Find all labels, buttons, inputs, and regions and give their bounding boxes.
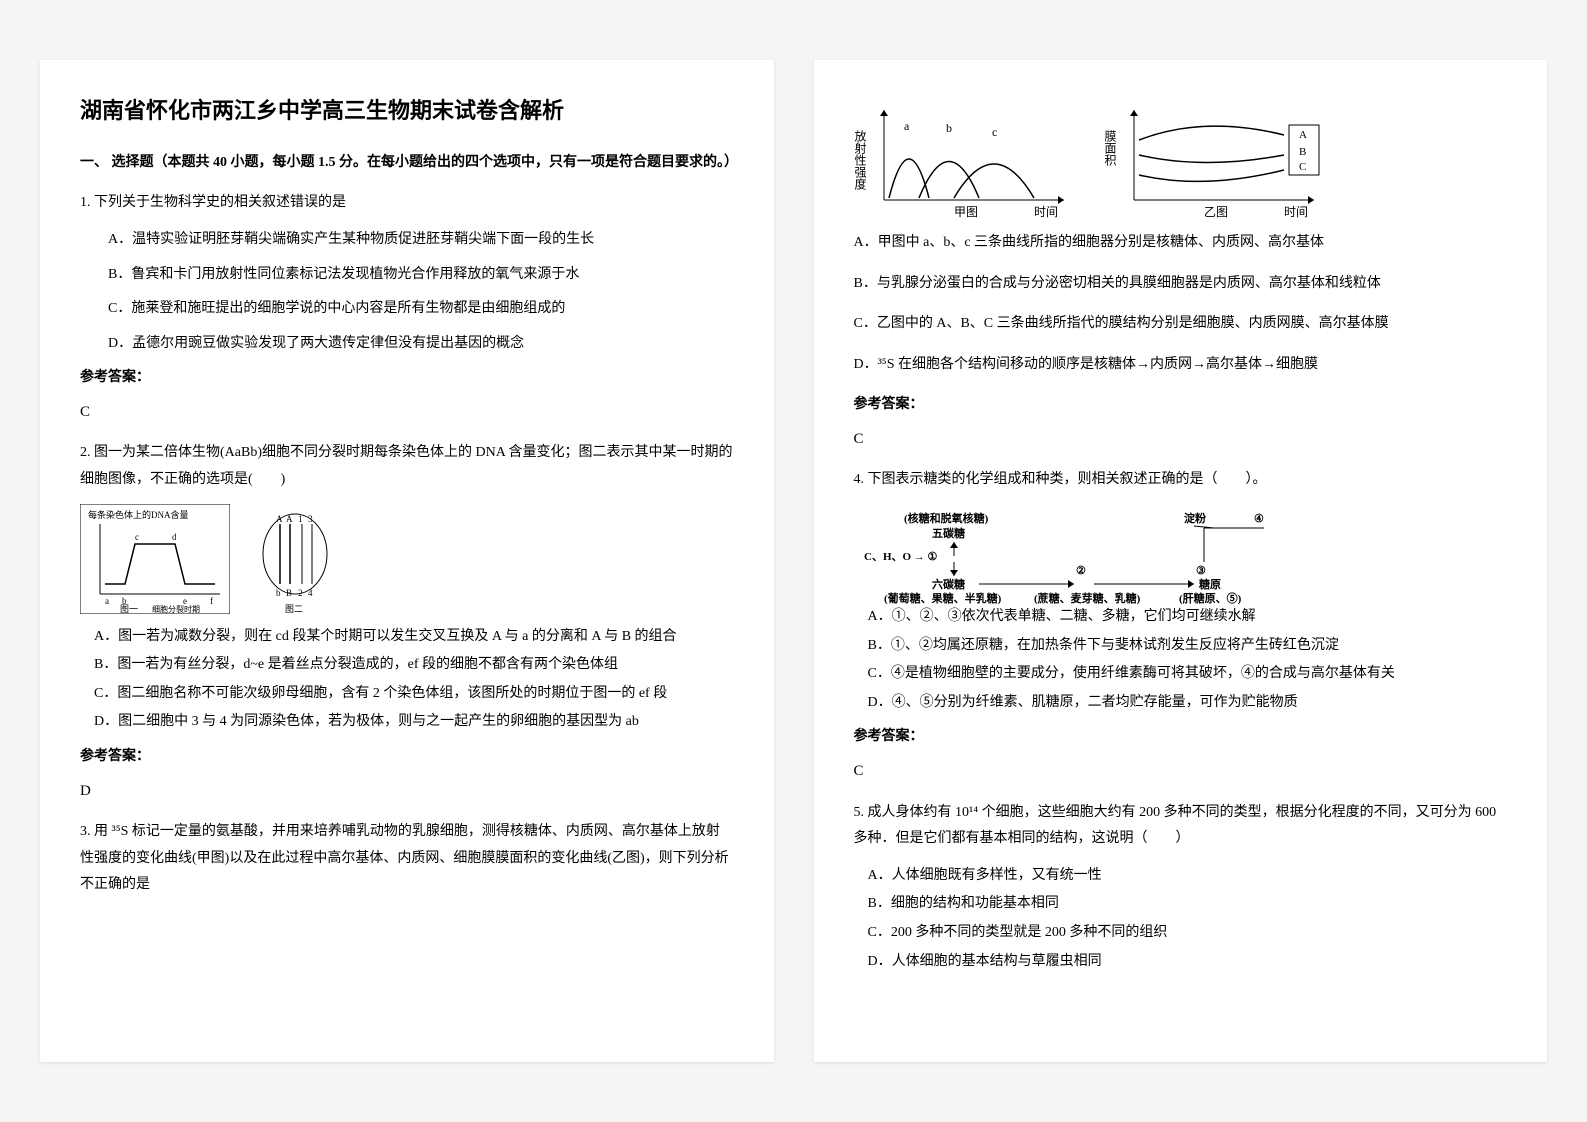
- svg-text:(葡萄糖、果糖、半乳糖): (葡萄糖、果糖、半乳糖): [884, 591, 1002, 604]
- q2-figures: 每条染色体上的DNA含量 a b c d e f 图一 细胞分裂时期: [80, 504, 734, 614]
- svg-text:糖原: 糖原: [1199, 577, 1221, 591]
- q4-option-b: B．①、②均属还原糖，在加热条件下与斐林试剂发生反应将产生砖红色沉淀: [854, 633, 1508, 660]
- q4-answer: C: [854, 757, 1508, 786]
- q1-option-c: C．施莱登和施旺提出的细胞学说的中心内容是所有生物都是由细胞组成的: [80, 296, 734, 323]
- q4-stem: 4. 下图表示糖类的化学组成和种类，则相关叙述正确的是（ ）。: [854, 467, 1508, 494]
- svg-text:淀粉: 淀粉: [1184, 511, 1206, 525]
- question-1: 1. 下列关于生物科学史的相关叙述错误的是 A．温特实验证明胚芽鞘尖端确实产生某…: [80, 190, 734, 426]
- svg-text:a: a: [904, 119, 910, 133]
- q2-option-a: A．图一若为减数分裂，则在 cd 段某个时期可以发生交叉互换及 A 与 a 的分…: [80, 624, 734, 651]
- svg-text:B: B: [286, 588, 292, 598]
- svg-text:4: 4: [308, 588, 313, 598]
- svg-text:③: ③: [1196, 565, 1206, 577]
- q5-stem: 5. 成人身体约有 10¹⁴ 个细胞，这些细胞大约有 200 多种不同的类型，根…: [854, 800, 1508, 853]
- svg-text:1: 1: [298, 514, 303, 524]
- q5-option-b: B．细胞的结构和功能基本相同: [854, 891, 1508, 918]
- q3-answer: C: [854, 425, 1508, 454]
- q3-answer-label: 参考答案：: [854, 392, 1508, 419]
- q2-fig1: 每条染色体上的DNA含量 a b c d e f 图一 细胞分裂时期: [80, 504, 230, 614]
- svg-text:C: C: [1299, 161, 1306, 173]
- q2-stem: 2. 图一为某二倍体生物(AaBb)细胞不同分裂时期每条染色体上的 DNA 含量…: [80, 440, 734, 493]
- q4-figure: (核糖和脱氧核糖) 五碳糖 C、H、O → ① 六碳糖 (葡萄糖、果糖、半乳糖)…: [854, 504, 1508, 604]
- svg-text:(蔗糖、麦芽糖、乳糖): (蔗糖、麦芽糖、乳糖): [1034, 591, 1141, 604]
- svg-text:B: B: [1299, 146, 1306, 158]
- q3-figA: 放射性强度 a b c 甲图 时间: [854, 100, 1084, 220]
- q2-answer-label: 参考答案：: [80, 744, 734, 771]
- svg-text:f: f: [210, 596, 213, 606]
- svg-text:②: ②: [1076, 565, 1086, 577]
- q3-option-d: D．³⁵S 在细胞各个结构间移动的顺序是核糖体→内质网→高尔基体→细胞膜: [854, 352, 1508, 379]
- question-5: 5. 成人身体约有 10¹⁴ 个细胞，这些细胞大约有 200 多种不同的类型，根…: [854, 800, 1508, 976]
- question-3-stem: 3. 用 ³⁵S 标记一定量的氨基酸，并用来培养哺乳动物的乳腺细胞，测得核糖体、…: [80, 819, 734, 899]
- q2-answer: D: [80, 777, 734, 806]
- fig2-caption: 图二: [285, 604, 303, 614]
- svg-text:3: 3: [308, 514, 313, 524]
- fig1-xlabel: 细胞分裂时期: [152, 604, 200, 614]
- svg-text:五碳糖: 五碳糖: [932, 526, 965, 540]
- page-left: 湖南省怀化市两江乡中学高三生物期末试卷含解析 一、 选择题（本题共 40 小题，…: [40, 60, 774, 1062]
- svg-text:a: a: [105, 596, 109, 606]
- svg-text:b: b: [946, 121, 952, 135]
- q1-stem: 1. 下列关于生物科学史的相关叙述错误的是: [80, 190, 734, 217]
- q4-option-c: C．④是植物细胞壁的主要成分，使用纤维素酶可将其破坏，④的合成与高尔基体有关: [854, 661, 1508, 688]
- q2-fig2: A A 1 3 b B 2 4 图二: [250, 504, 340, 614]
- q3a-ylabel: 放射性强度: [854, 129, 867, 190]
- svg-text:d: d: [172, 532, 177, 542]
- q2-option-b: B．图一若为有丝分裂，d~e 是着丝点分裂造成的，ef 段的细胞不都含有两个染色…: [80, 652, 734, 679]
- q1-answer: C: [80, 398, 734, 427]
- svg-text:④: ④: [1254, 513, 1264, 525]
- q1-answer-label: 参考答案：: [80, 365, 734, 392]
- svg-text:六碳糖: 六碳糖: [932, 577, 965, 591]
- section-header: 一、 选择题（本题共 40 小题，每小题 1.5 分。在每小题给出的四个选项中，…: [80, 150, 734, 177]
- svg-text:b: b: [276, 588, 281, 598]
- q1-option-d: D．孟德尔用豌豆做实验发现了两大遗传定律但没有提出基因的概念: [80, 331, 734, 358]
- q3a-xlabel: 时间: [1034, 205, 1058, 219]
- question-3-options: A．甲图中 a、b、c 三条曲线所指的细胞器分别是核糖体、内质网、高尔基体 B．…: [854, 230, 1508, 453]
- q3-figB: 膜面积 A B C 乙图 时间: [1104, 100, 1334, 220]
- q1-option-b: B．鲁宾和卡门用放射性同位素标记法发现植物光合作用释放的氧气来源于水: [80, 262, 734, 289]
- q3-option-b: B．与乳腺分泌蛋白的合成与分泌密切相关的具膜细胞器是内质网、高尔基体和线粒体: [854, 271, 1508, 298]
- q1-option-a: A．温特实验证明胚芽鞘尖端确实产生某种物质促进胚芽鞘尖端下面一段的生长: [80, 227, 734, 254]
- q3-option-c: C．乙图中的 A、B、C 三条曲线所指代的膜结构分别是细胞膜、内质网膜、高尔基体…: [854, 311, 1508, 338]
- svg-text:A: A: [276, 514, 283, 524]
- q4-option-a: A．①、②、③依次代表单糖、二糖、多糖，它们均可继续水解: [854, 604, 1508, 631]
- fig1-ylabel: 每条染色体上的DNA含量: [88, 509, 189, 520]
- q3-stem: 3. 用 ³⁵S 标记一定量的氨基酸，并用来培养哺乳动物的乳腺细胞，测得核糖体、…: [80, 819, 734, 899]
- q5-option-c: C．200 多种不同的类型就是 200 多种不同的组织: [854, 920, 1508, 947]
- svg-text:c: c: [135, 532, 139, 542]
- svg-text:2: 2: [298, 588, 303, 598]
- svg-text:A: A: [286, 514, 293, 524]
- exam-title: 湖南省怀化市两江乡中学高三生物期末试卷含解析: [80, 90, 734, 132]
- q2-option-c: C．图二细胞名称不可能次级卵母细胞，含有 2 个染色体组，该图所处的时期位于图一…: [80, 681, 734, 708]
- q4-option-d: D．④、⑤分别为纤维素、肌糖原，二者均贮存能量，可作为贮能物质: [854, 690, 1508, 717]
- q3a-caption: 甲图: [954, 205, 978, 219]
- q2-option-d: D．图二细胞中 3 与 4 为同源染色体，若为极体，则与之一起产生的卵细胞的基因…: [80, 709, 734, 736]
- q4-answer-label: 参考答案：: [854, 724, 1508, 751]
- svg-text:(肝糖原、⑤): (肝糖原、⑤): [1179, 591, 1242, 604]
- q5-option-a: A．人体细胞既有多样性，又有统一性: [854, 863, 1508, 890]
- question-2: 2. 图一为某二倍体生物(AaBb)细胞不同分裂时期每条染色体上的 DNA 含量…: [80, 440, 734, 805]
- svg-text:A: A: [1299, 129, 1307, 141]
- q3-option-a: A．甲图中 a、b、c 三条曲线所指的细胞器分别是核糖体、内质网、高尔基体: [854, 230, 1508, 257]
- svg-text:(核糖和脱氧核糖): (核糖和脱氧核糖): [904, 511, 989, 525]
- q5-option-d: D．人体细胞的基本结构与草履虫相同: [854, 949, 1508, 976]
- q3-figures: 放射性强度 a b c 甲图 时间 膜面积: [854, 100, 1508, 220]
- q3b-xlabel: 时间: [1284, 205, 1308, 219]
- q3b-caption: 乙图: [1204, 205, 1228, 219]
- q3b-ylabel: 膜面积: [1104, 130, 1117, 167]
- svg-text:c: c: [992, 125, 997, 139]
- page-right: 放射性强度 a b c 甲图 时间 膜面积: [814, 60, 1548, 1062]
- fig1-caption: 图一: [120, 604, 138, 614]
- question-4: 4. 下图表示糖类的化学组成和种类，则相关叙述正确的是（ ）。 (核糖和脱氧核糖…: [854, 467, 1508, 785]
- svg-text:C、H、O → ①: C、H、O → ①: [864, 551, 938, 563]
